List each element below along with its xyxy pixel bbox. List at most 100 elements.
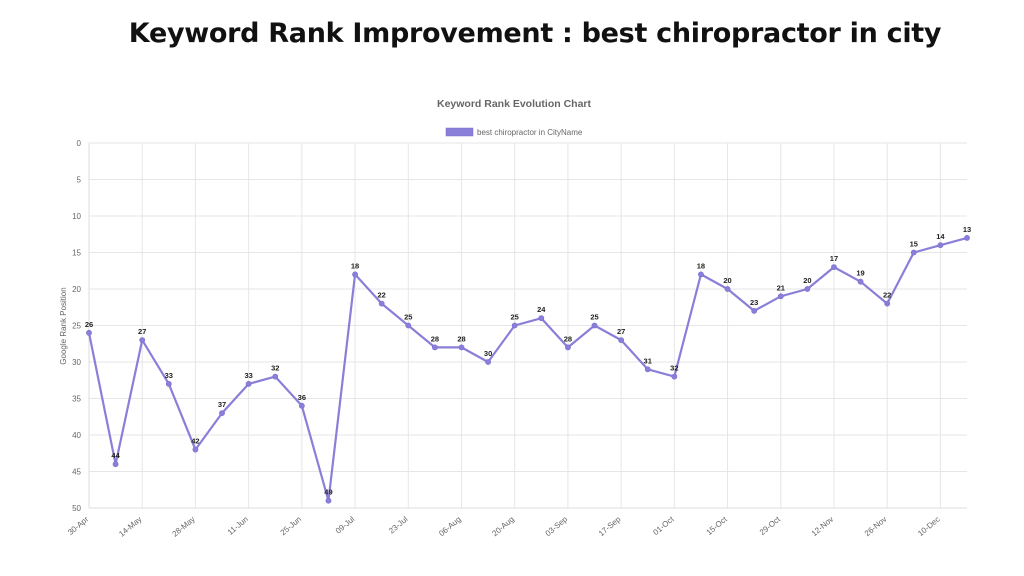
data-point xyxy=(112,461,119,468)
legend[interactable]: best chiropractor in CityName xyxy=(445,127,583,137)
data-point xyxy=(618,337,625,343)
y-tick-label: 45 xyxy=(72,468,81,477)
data-point xyxy=(192,446,199,453)
y-tick-label: 0 xyxy=(77,139,82,148)
y-tick-label: 40 xyxy=(72,431,81,440)
data-label: 13 xyxy=(963,225,971,234)
data-label: 17 xyxy=(830,254,838,263)
y-tick-label: 10 xyxy=(72,212,81,221)
data-label: 31 xyxy=(644,356,652,365)
data-label: 30 xyxy=(484,349,492,358)
data-label: 44 xyxy=(111,451,120,460)
data-label: 21 xyxy=(777,283,785,292)
data-label: 14 xyxy=(936,232,945,241)
data-label: 27 xyxy=(138,327,146,336)
data-label: 23 xyxy=(750,298,758,307)
legend-swatch xyxy=(445,127,474,137)
data-label: 18 xyxy=(351,261,359,270)
data-point xyxy=(325,497,332,504)
x-tick-label: 25-Jun xyxy=(279,515,304,538)
data-label: 33 xyxy=(165,371,173,380)
x-tick-label: 03-Sep xyxy=(544,514,570,538)
data-point xyxy=(538,315,545,322)
data-point xyxy=(644,366,651,373)
data-labels: 26 44 27 33 42 37 33 32 36 49 18 22 25 28 28 30 25 24 28 25… xyxy=(85,225,971,497)
x-tick-label: 29-Oct xyxy=(758,514,783,537)
data-point xyxy=(511,322,518,329)
y-tick-label: 25 xyxy=(72,322,81,331)
y-tick-label: 35 xyxy=(72,395,81,404)
series-line-group xyxy=(87,236,968,502)
data-point xyxy=(272,373,279,380)
data-label: 22 xyxy=(377,291,385,300)
data-point xyxy=(910,249,917,256)
data-label: 22 xyxy=(883,291,891,300)
data-point xyxy=(165,380,172,387)
x-tick-label: 26-Nov xyxy=(863,515,889,538)
x-tick-label: 17-Sep xyxy=(597,514,623,538)
data-point xyxy=(405,322,412,329)
x-tick-label: 01-Oct xyxy=(651,514,676,537)
data-point xyxy=(219,410,225,416)
data-point xyxy=(831,264,837,270)
data-label: 15 xyxy=(910,240,918,249)
x-tick-label: 11-Jun xyxy=(226,515,250,537)
series-line xyxy=(87,236,968,502)
data-label: 24 xyxy=(537,305,546,314)
page-title: Keyword Rank Improvement : best chiropra… xyxy=(128,18,942,49)
data-label: 28 xyxy=(564,334,572,343)
data-point xyxy=(698,271,704,278)
y-tick-label: 20 xyxy=(72,285,81,294)
data-label: 27 xyxy=(617,327,625,336)
data-point xyxy=(245,380,252,387)
x-tick-label: 30-Apr xyxy=(66,514,90,537)
data-point xyxy=(804,286,811,292)
data-label: 42 xyxy=(191,437,199,446)
data-point xyxy=(378,300,385,307)
y-tick-label: 15 xyxy=(72,249,81,258)
data-point xyxy=(937,242,944,249)
data-label: 33 xyxy=(244,371,252,380)
data-label: 18 xyxy=(697,261,705,270)
data-label: 28 xyxy=(457,334,465,343)
legend-label: best chiropractor in CityName xyxy=(477,128,583,137)
data-point xyxy=(139,337,146,343)
data-point xyxy=(964,234,970,241)
data-point xyxy=(884,300,891,307)
y-tick-label: 5 xyxy=(77,176,82,185)
data-label: 32 xyxy=(670,364,678,373)
data-label: 25 xyxy=(404,313,412,322)
data-point xyxy=(857,278,864,285)
y-tick-label: 30 xyxy=(72,358,81,367)
data-label: 25 xyxy=(511,313,519,322)
x-tick-label: 14-May xyxy=(117,515,143,539)
data-label: 36 xyxy=(298,393,306,402)
data-point xyxy=(591,322,598,329)
x-tick-label: 23-Jul xyxy=(387,514,410,535)
data-point xyxy=(671,373,678,380)
x-tick-label: 20-Aug xyxy=(490,515,516,538)
data-label: 32 xyxy=(271,364,279,373)
data-label: 37 xyxy=(218,400,226,409)
data-point xyxy=(298,402,305,409)
chart-title: Keyword Rank Evolution Chart xyxy=(437,98,592,110)
x-tick-label: 06-Aug xyxy=(437,515,463,538)
x-tick-label: 09-Jul xyxy=(334,514,357,535)
data-point xyxy=(777,293,784,300)
y-axis: 0 5 10 15 20 25 30 35 40 45 50 xyxy=(72,139,81,513)
data-point xyxy=(751,307,758,314)
y-tick-label: 50 xyxy=(72,504,81,513)
data-label: 25 xyxy=(590,313,598,322)
data-label: 49 xyxy=(324,488,332,497)
data-point xyxy=(724,286,731,292)
data-point xyxy=(458,344,465,351)
data-points xyxy=(86,234,970,504)
x-tick-label: 28-May xyxy=(170,515,196,539)
data-label: 20 xyxy=(803,276,811,285)
x-tick-label: 10-Dec xyxy=(916,515,942,538)
data-label: 19 xyxy=(856,269,864,278)
data-label: 28 xyxy=(431,334,439,343)
data-point xyxy=(485,359,491,365)
x-tick-label: 15-Oct xyxy=(705,514,730,537)
